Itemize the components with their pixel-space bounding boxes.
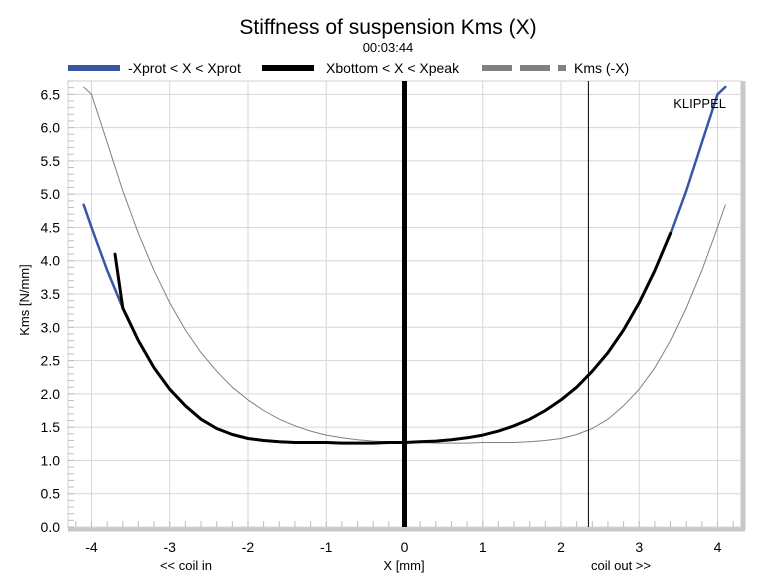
- y-tick-label: 3.0: [41, 319, 61, 335]
- y-tick-label: 2.5: [41, 353, 61, 369]
- chart-subtitle: 00:03:44: [363, 40, 414, 55]
- x-axis-label: X [mm]: [383, 558, 424, 573]
- y-tick-label: 6.0: [41, 120, 61, 136]
- x-tick-label: 0: [401, 539, 409, 555]
- y-tick-label: 3.5: [41, 286, 61, 302]
- legend-label: -Xprot < X < Xprot: [128, 60, 241, 76]
- legend: -Xprot < X < Xprot Xbottom < X < Xpeak Kms…: [68, 60, 629, 76]
- brand-label: KLIPPEL: [673, 96, 726, 111]
- y-tick-label: 4.5: [41, 219, 61, 235]
- x-tick-label: 3: [635, 539, 643, 555]
- y-axis-ticks: 0.0 0.5 1.0 1.5 2.0 2.5 3.0 3.5 4.0 4.5 5.0 5.5 6.0 6…: [41, 86, 61, 535]
- minor-ticks: [68, 80, 734, 528]
- x-tick-label: 2: [557, 539, 565, 555]
- y-tick-label: 5.0: [41, 186, 61, 202]
- x-tick-label: 4: [714, 539, 722, 555]
- y-tick-label: 0.5: [41, 486, 61, 502]
- y-tick-label: 1.0: [41, 452, 61, 468]
- y-axis-label: Kms [N/mm]: [17, 264, 32, 336]
- vertical-lines: [402, 81, 589, 527]
- y-tick-label: 6.5: [41, 86, 61, 102]
- series-line: [113, 231, 673, 445]
- y-tick-label: 4.0: [41, 253, 61, 269]
- legend-label: Xbottom < X < Xpeak: [326, 60, 460, 76]
- y-tick-label: 5.5: [41, 153, 61, 169]
- legend-label: Kms (-X): [574, 60, 629, 76]
- x-tick-label: -3: [164, 539, 177, 555]
- chart-title: Stiffness of suspension Kms (X): [239, 16, 536, 39]
- x-tick-label: -2: [242, 539, 255, 555]
- coil-out-annotation: coil out >>: [591, 558, 651, 573]
- y-tick-label: 2.0: [41, 386, 61, 402]
- coil-in-annotation: << coil in: [160, 558, 212, 573]
- x-tick-label: -4: [85, 539, 98, 555]
- x-axis-ticks: -4 -3 -2 -1 0 1 2 3 4: [85, 539, 721, 555]
- x-tick-label: 1: [479, 539, 487, 555]
- x-tick-label: -1: [320, 539, 333, 555]
- y-tick-label: 0.0: [41, 519, 61, 535]
- y-tick-label: 1.5: [41, 419, 61, 435]
